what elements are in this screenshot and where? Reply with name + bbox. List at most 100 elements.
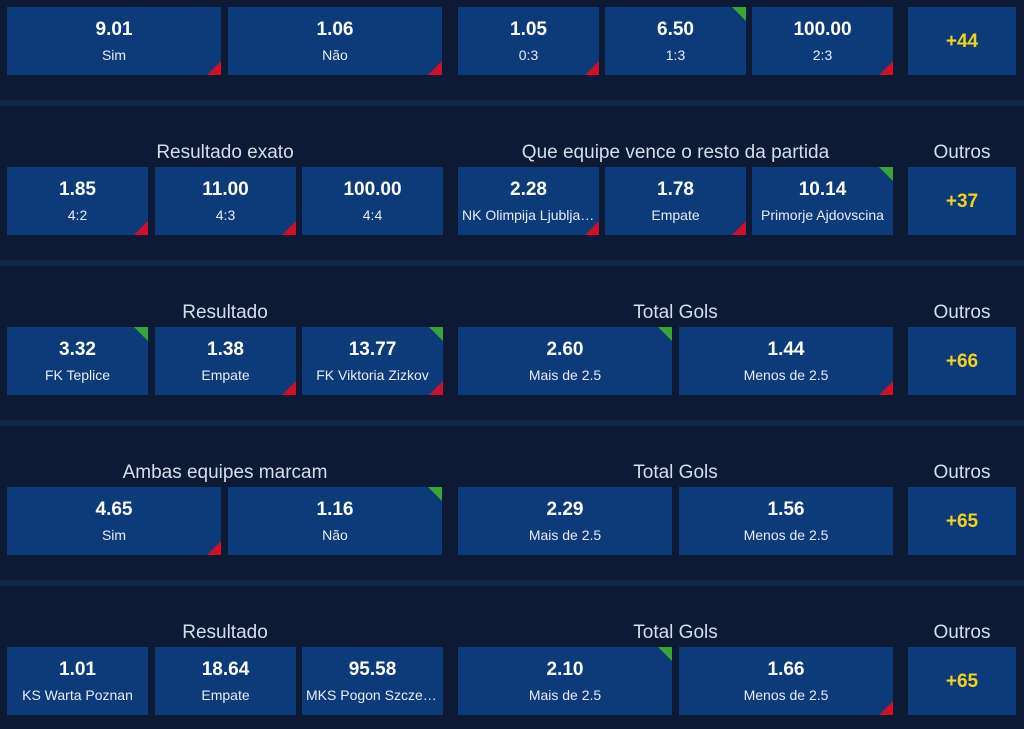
odd-value: 2.60: [546, 339, 584, 360]
odd-value: 1.38: [207, 339, 244, 360]
outros-title: Outros: [933, 462, 991, 483]
odds-down-indicator: [282, 221, 296, 235]
odd-button[interactable]: 1.66 Menos de 2.5: [679, 647, 893, 715]
market-row-2: Resultado Total Gols Outros 3.32 FK Tepl…: [0, 266, 1024, 420]
odd-label: 1:3: [665, 47, 686, 63]
odd-button[interactable]: 2.29 Mais de 2.5: [458, 487, 672, 555]
odds-down-indicator: [879, 61, 893, 75]
odds-down-indicator: [879, 701, 893, 715]
odd-value: 4.65: [95, 499, 133, 520]
odd-button[interactable]: 6.50 1:3: [605, 7, 746, 75]
odd-button[interactable]: 4.65 Sim: [7, 487, 221, 555]
odds-down-indicator: [428, 61, 442, 75]
odds-down-indicator: [585, 221, 599, 235]
odds-up-indicator: [658, 647, 672, 661]
odd-value: 1.06: [316, 19, 354, 40]
odd-button[interactable]: 11.00 4:3: [155, 167, 296, 235]
odds-down-indicator: [879, 381, 893, 395]
odd-label: 0:3: [518, 47, 539, 63]
odd-label: FK Teplice: [44, 367, 111, 383]
odd-value: 2.29: [546, 499, 584, 520]
odd-value: 1.44: [767, 339, 805, 360]
odd-label: Primorje Ajdovscina: [761, 207, 884, 223]
odds-down-indicator: [207, 61, 221, 75]
odd-label: Não: [322, 47, 348, 63]
market-title: Resultado: [182, 622, 268, 643]
odd-button[interactable]: 2.60 Mais de 2.5: [458, 327, 672, 395]
odd-button[interactable]: 1.56 Menos de 2.5: [679, 487, 893, 555]
odd-button[interactable]: 100.00 4:4: [302, 167, 443, 235]
odd-label: Menos de 2.5: [743, 367, 829, 383]
odd-button[interactable]: 1.01 KS Warta Poznan: [7, 647, 148, 715]
odds-up-indicator: [732, 7, 746, 21]
odd-label: Empate: [201, 687, 250, 703]
odd-label: Mais de 2.5: [528, 367, 602, 383]
odd-value: 1.85: [59, 179, 96, 200]
odd-value: 95.58: [348, 659, 397, 680]
odd-label: 4:3: [215, 207, 236, 223]
odd-label: 2:3: [812, 47, 833, 63]
odd-value: 1.16: [316, 499, 354, 520]
odd-label: Mais de 2.5: [528, 527, 602, 543]
odds-down-indicator: [429, 381, 443, 395]
row-divider: [0, 100, 1024, 106]
odd-button[interactable]: 10.14 Primorje Ajdovscina: [752, 167, 893, 235]
more-markets-button[interactable]: +66: [908, 327, 1016, 395]
odd-label: Empate: [201, 367, 250, 383]
odd-value: 18.64: [201, 659, 250, 680]
odd-value: 13.77: [348, 339, 397, 360]
market-title: Total Gols: [633, 622, 718, 643]
odd-label: MKS Pogon Szczecin: [306, 687, 439, 703]
odd-button[interactable]: 100.00 2:3: [752, 7, 893, 75]
odd-button[interactable]: 2.10 Mais de 2.5: [458, 647, 672, 715]
odd-button[interactable]: 9.01 Sim: [7, 7, 221, 75]
odd-button[interactable]: 1.16 Não: [228, 487, 442, 555]
odd-label: Não: [322, 527, 348, 543]
outros-title: Outros: [933, 142, 991, 163]
odd-value: 1.05: [510, 19, 547, 40]
odd-button[interactable]: 95.58 MKS Pogon Szczecin: [302, 647, 443, 715]
more-markets-button[interactable]: +37: [908, 167, 1016, 235]
odd-value: 9.01: [95, 19, 133, 40]
odd-label: Menos de 2.5: [743, 527, 829, 543]
odd-value: 1.78: [657, 179, 694, 200]
odd-button[interactable]: 1.06 Não: [228, 7, 442, 75]
more-markets-button[interactable]: +65: [908, 487, 1016, 555]
odd-label: Sim: [101, 47, 127, 63]
market-title: Resultado exato: [156, 142, 294, 163]
market-title: Total Gols: [633, 302, 718, 323]
row-divider: [0, 260, 1024, 266]
odd-button[interactable]: 1.44 Menos de 2.5: [679, 327, 893, 395]
odd-button[interactable]: 1.05 0:3: [458, 7, 599, 75]
odd-button[interactable]: 1.38 Empate: [155, 327, 296, 395]
odd-label: Mais de 2.5: [528, 687, 602, 703]
odd-label: 4:2: [67, 207, 88, 223]
odd-button[interactable]: 2.28 NK Olimpija Ljubljana: [458, 167, 599, 235]
odd-value: 1.01: [59, 659, 96, 680]
odd-label: Menos de 2.5: [743, 687, 829, 703]
odd-label: FK Viktoria Zizkov: [316, 367, 429, 383]
more-markets-button[interactable]: +44: [908, 7, 1016, 75]
odd-button[interactable]: 13.77 FK Viktoria Zizkov: [302, 327, 443, 395]
odd-value: 1.56: [767, 499, 805, 520]
odd-button[interactable]: 1.78 Empate: [605, 167, 746, 235]
odds-up-indicator: [879, 167, 893, 181]
odd-value: 2.10: [546, 659, 584, 680]
odd-label: Empate: [651, 207, 700, 223]
odds-down-indicator: [732, 221, 746, 235]
odd-button[interactable]: 18.64 Empate: [155, 647, 296, 715]
odd-value: 3.32: [59, 339, 96, 360]
odd-button[interactable]: 1.85 4:2: [7, 167, 148, 235]
odds-down-indicator: [585, 61, 599, 75]
odd-button[interactable]: 3.32 FK Teplice: [7, 327, 148, 395]
more-markets-button[interactable]: +65: [908, 647, 1016, 715]
odds-up-indicator: [429, 327, 443, 341]
market-title: Total Gols: [633, 462, 718, 483]
odds-up-indicator: [134, 327, 148, 341]
odds-up-indicator: [428, 487, 442, 501]
odds-up-indicator: [658, 327, 672, 341]
outros-title: Outros: [933, 302, 991, 323]
market-title: Que equipe vence o resto da partida: [521, 142, 830, 163]
market-title: Ambas equipes marcam: [122, 462, 328, 483]
row-divider: [0, 580, 1024, 586]
